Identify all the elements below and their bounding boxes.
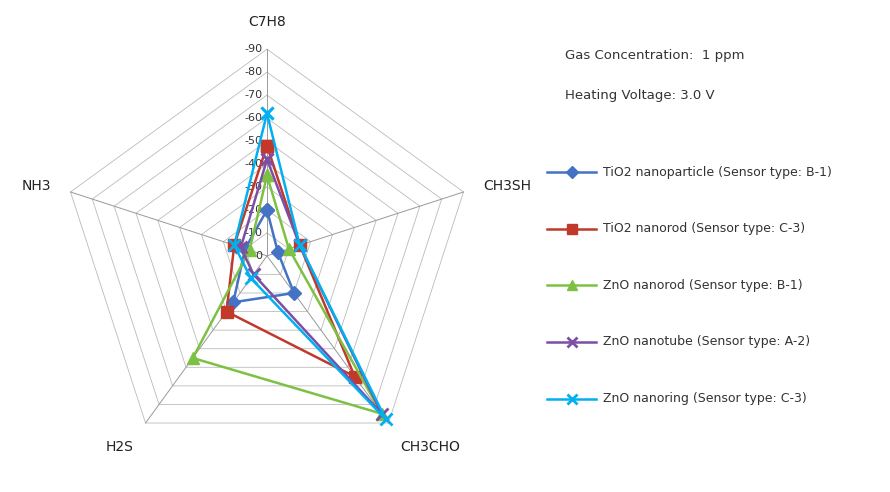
Text: -50: -50 <box>244 136 262 146</box>
Text: 0: 0 <box>255 251 262 261</box>
Text: C7H8: C7H8 <box>248 15 286 29</box>
Text: -80: -80 <box>244 67 262 77</box>
Text: -10: -10 <box>244 228 262 238</box>
Text: ZnO nanorod (Sensor type: B-1): ZnO nanorod (Sensor type: B-1) <box>603 279 803 292</box>
Text: TiO2 nanoparticle (Sensor type: B-1): TiO2 nanoparticle (Sensor type: B-1) <box>603 166 832 179</box>
Text: CH3SH: CH3SH <box>483 179 531 192</box>
Text: -20: -20 <box>244 205 262 215</box>
Text: -40: -40 <box>244 159 262 169</box>
Text: TiO2 nanorod (Sensor type: C-3): TiO2 nanorod (Sensor type: C-3) <box>603 222 805 235</box>
Text: CH3CHO: CH3CHO <box>400 440 460 454</box>
Text: -60: -60 <box>244 113 262 123</box>
Text: -30: -30 <box>244 182 262 192</box>
Text: -90: -90 <box>244 44 262 54</box>
Text: -70: -70 <box>244 90 262 100</box>
Text: ZnO nanoring (Sensor type: C-3): ZnO nanoring (Sensor type: C-3) <box>603 392 807 405</box>
Text: NH3: NH3 <box>21 179 51 192</box>
Text: Gas Concentration:  1 ppm: Gas Concentration: 1 ppm <box>565 49 745 62</box>
Text: H2S: H2S <box>106 440 134 454</box>
Text: ZnO nanotube (Sensor type: A-2): ZnO nanotube (Sensor type: A-2) <box>603 336 811 348</box>
Text: Heating Voltage: 3.0 V: Heating Voltage: 3.0 V <box>565 89 715 101</box>
